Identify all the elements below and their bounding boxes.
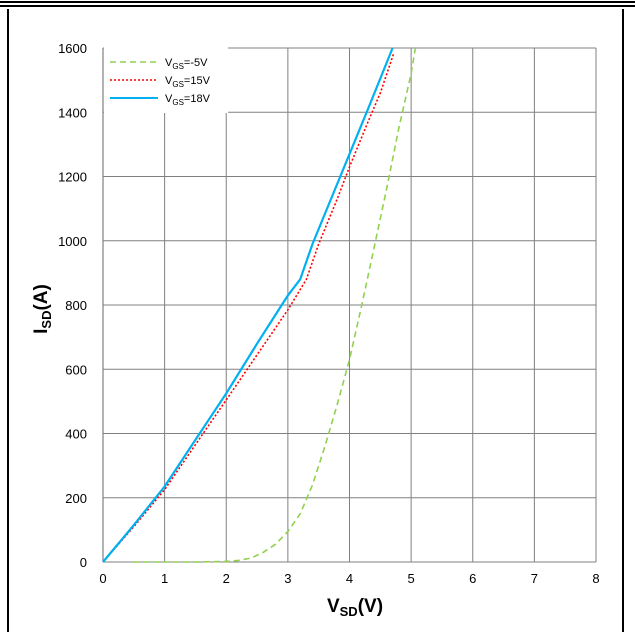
left-border xyxy=(7,9,9,632)
x-tick-label: 5 xyxy=(408,571,415,586)
y-tick-label: 1400 xyxy=(58,105,87,120)
y-tick-label: 0 xyxy=(80,555,87,570)
x-tick-label: 4 xyxy=(346,571,353,586)
series-line-3 xyxy=(102,47,394,563)
legend-entry-vgs-neg5: VGS=-5V xyxy=(110,57,208,71)
y-tick-label: 1200 xyxy=(58,170,87,185)
legend-label-vgs-neg5: VGS=-5V xyxy=(165,57,208,71)
legend: VGS=-5V VGS=15V VGS=18V xyxy=(104,47,228,113)
y-tick-label: 800 xyxy=(65,298,87,313)
y-tick-label: 200 xyxy=(65,491,87,506)
x-axis-title: VSD(V) xyxy=(327,596,383,619)
y-tick-label: 1000 xyxy=(58,234,87,249)
series-line-1 xyxy=(133,47,417,563)
x-tick-label: 7 xyxy=(531,571,538,586)
legend-entry-vgs-18: VGS=18V xyxy=(110,93,211,107)
x-tick-label: 8 xyxy=(592,571,599,586)
y-tick-label: 400 xyxy=(65,427,87,442)
y-axis-title: ISD(A) xyxy=(31,284,54,334)
legend-label-vgs-18: VGS=18V xyxy=(165,93,211,107)
x-tick-label: 2 xyxy=(223,571,230,586)
y-tick-label: 1600 xyxy=(58,41,87,56)
series-group xyxy=(102,47,417,563)
series-line-2 xyxy=(102,52,395,563)
legend-label-vgs-15: VGS=15V xyxy=(165,75,211,89)
top-border xyxy=(0,0,635,9)
legend-entry-vgs-15: VGS=15V xyxy=(110,75,211,89)
y-tick-label: 600 xyxy=(65,362,87,377)
legend-box xyxy=(104,47,228,113)
right-border xyxy=(622,9,624,632)
x-tick-label: 1 xyxy=(161,571,168,586)
tick-labels: 0 1 2 3 4 5 6 7 8 0 200 400 600 800 1000 1200 1400 1600 xyxy=(58,41,600,586)
x-tick-label: 0 xyxy=(99,571,106,586)
x-tick-label: 3 xyxy=(284,571,291,586)
grid xyxy=(102,47,597,563)
x-tick-label: 6 xyxy=(469,571,476,586)
